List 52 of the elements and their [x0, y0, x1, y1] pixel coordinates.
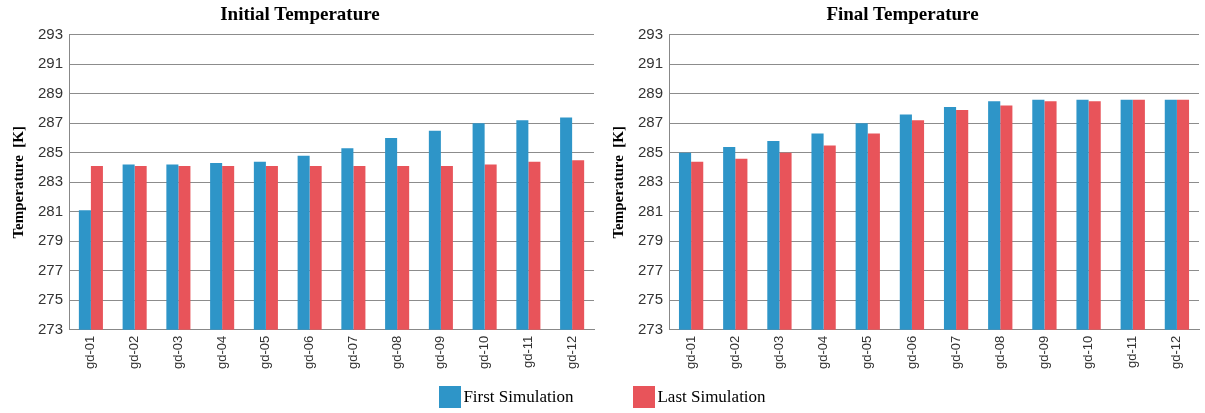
x-tick-label: gd-10	[476, 335, 492, 369]
x-tick-label: gd-08	[388, 335, 404, 369]
y-tick-label: 289	[638, 83, 664, 101]
x-tick-label: gd-09	[1036, 335, 1051, 369]
x-tick-label: gd-01	[82, 335, 98, 369]
y-tick-label: 281	[638, 201, 664, 219]
x-tick-label: gd-06	[301, 335, 317, 369]
y-tick-label: 291	[38, 54, 64, 72]
y-tick-label: 277	[38, 260, 64, 278]
y-tick-label: 283	[38, 172, 64, 190]
y-tick-label: 285	[638, 142, 664, 160]
y-tick-label: 273	[38, 319, 64, 337]
x-tick-label: gd-11	[1124, 335, 1140, 369]
x-tick-label: gd-12	[563, 335, 579, 369]
x-tick-label: gd-10	[1080, 335, 1096, 369]
y-tick-label: 287	[38, 113, 64, 131]
x-tick-label: gd-02	[126, 335, 142, 369]
x-tick-label: gd-01	[682, 335, 698, 369]
legend-label: Last Simulation	[657, 387, 766, 407]
y-tick-label: 283	[638, 172, 664, 190]
x-tick-label: gd-03	[169, 335, 185, 369]
x-tick-label: gd-09	[432, 335, 448, 369]
y-tick-label: 293	[38, 24, 64, 42]
x-tick-label: gd-11	[519, 335, 535, 369]
y-tick-label: 285	[38, 142, 64, 160]
y-tick-label: 291	[638, 54, 664, 72]
y-tick-label: 289	[38, 83, 64, 101]
x-tick-label: gd-07	[344, 335, 360, 369]
y-tick-label: 287	[638, 113, 664, 131]
chart-title: Initial Temperature	[220, 3, 380, 25]
y-tick-label: 277	[638, 260, 664, 278]
x-tick-label: gd-04	[213, 335, 229, 369]
x-tick-label: gd-03	[771, 335, 787, 369]
y-tick-label: 293	[638, 24, 664, 42]
y-tick-label: 275	[38, 290, 64, 308]
y-tick-label: 281	[38, 201, 64, 219]
y-tick-label: 279	[38, 231, 64, 249]
x-tick-label: gd-08	[991, 335, 1007, 369]
y-tick-label: 273	[638, 319, 664, 337]
y-tick-label: 279	[638, 231, 664, 249]
chart-title: Final Temperature	[826, 3, 979, 25]
x-tick-label: gd-05	[257, 335, 273, 369]
x-tick-label: gd-04	[815, 335, 831, 369]
legend-label: First Simulation	[463, 387, 574, 407]
y-tick-label: 275	[638, 290, 664, 308]
x-tick-label: gd-12	[1168, 335, 1184, 369]
y-axis-title: Temperature [K]	[609, 126, 626, 239]
y-axis-title: Temperature [K]	[9, 126, 26, 239]
x-tick-label: gd-05	[859, 335, 875, 369]
x-tick-label: gd-06	[903, 335, 919, 369]
x-tick-label: gd-07	[947, 335, 963, 369]
x-tick-label: gd-02	[726, 335, 742, 369]
